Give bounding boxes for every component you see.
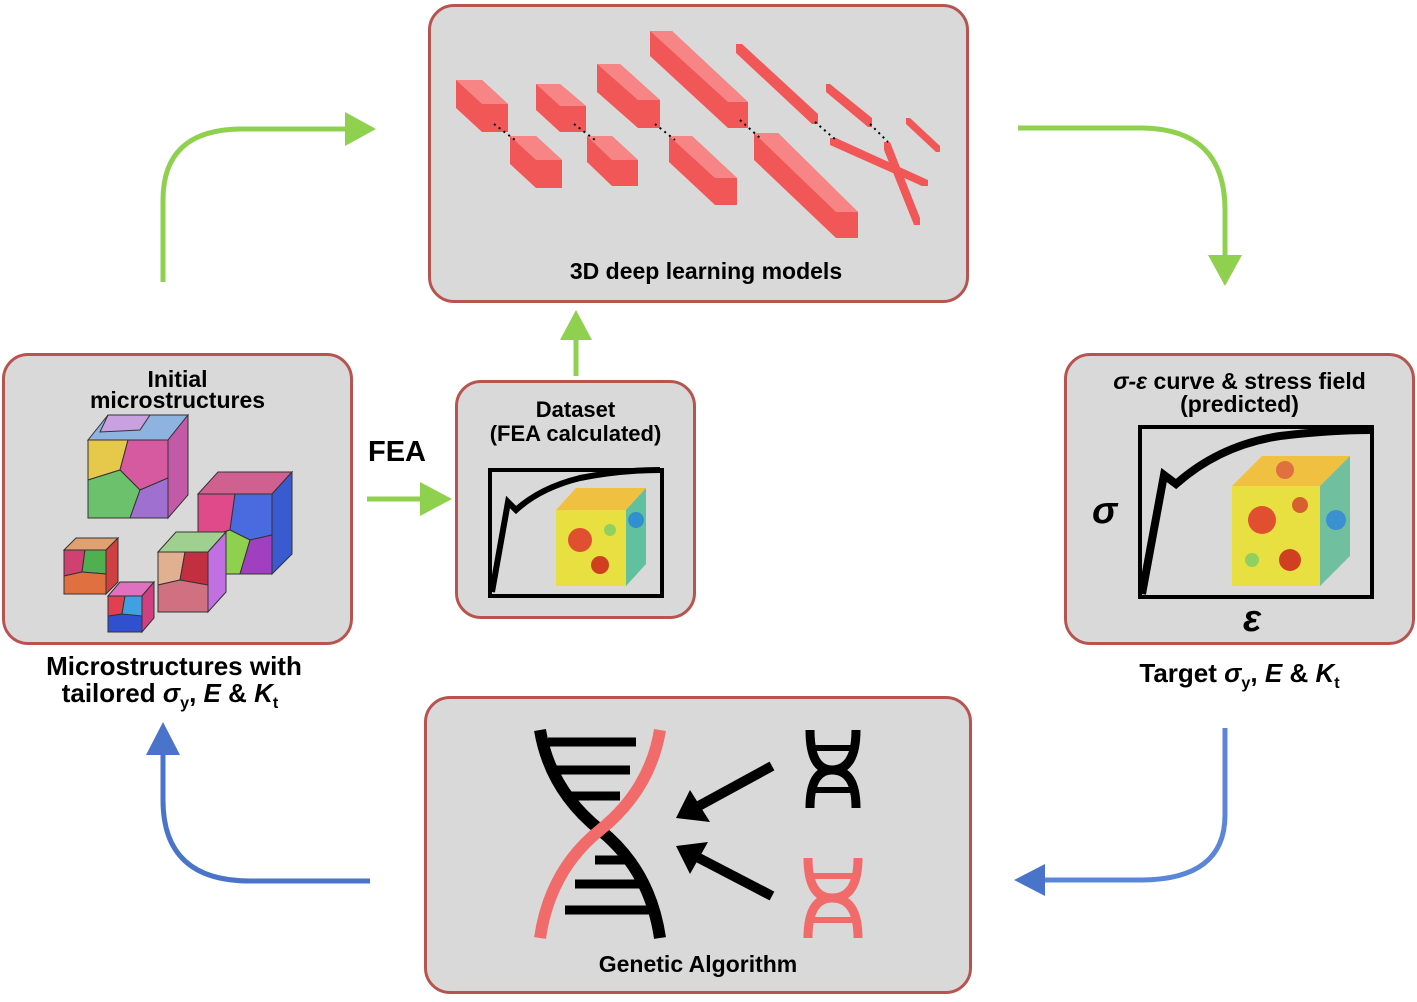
target-sigma: σ [1224, 658, 1242, 688]
predicted-label-rest: curve & stress field [1147, 368, 1366, 394]
microstructure-cubes [62, 413, 294, 634]
arrow-to-result [146, 722, 370, 884]
result-sigma: σ [162, 678, 181, 708]
sigma-epsilon-symbol: σ-ε [1113, 368, 1148, 394]
network-layers [456, 31, 940, 238]
target-E: E [1264, 658, 1283, 688]
predicted-curve-plot [1138, 425, 1374, 599]
result-caption-line1: Microstructures with [46, 651, 302, 681]
dataset-stress-cube [556, 488, 646, 586]
predicted-label-line2: (predicted) [1180, 391, 1299, 417]
arrow-from-dl-models [1018, 125, 1242, 286]
ga-label: Genetic Algorithm [598, 951, 798, 977]
arrow-to-ga [1014, 728, 1228, 896]
dataset-label-line1: Dataset [535, 397, 616, 422]
target-comma: , [1250, 658, 1258, 688]
predicted-label-line1: σ-ε curve & stress field [1064, 368, 1415, 395]
dataset-curve-plot [488, 467, 664, 598]
result-comma: , [189, 678, 197, 708]
initial-label-line1: Initial [147, 366, 208, 392]
initial-label-line2: microstructures [89, 387, 266, 413]
predicted-epsilon-axis: ε [1243, 598, 1262, 640]
target-sub-t: t [1334, 674, 1340, 693]
result-sub-y: y [180, 694, 190, 713]
layer-connections [493, 119, 889, 143]
result-sub-t: t [272, 694, 279, 713]
arrow-to-dl-models [160, 112, 376, 282]
result-amp: & [228, 678, 247, 708]
dl-models-label: 3D deep learning models [569, 258, 843, 284]
arrow-dataset-up [560, 310, 592, 376]
predicted-stress-cube [1232, 456, 1350, 586]
predicted-sigma-axis: σ [1092, 490, 1118, 532]
target-amp: & [1289, 658, 1309, 688]
fea-label: FEA [368, 436, 426, 468]
target-caption: Target σy, E & Kt [1064, 658, 1415, 693]
result-tailored: tailored [61, 678, 163, 708]
target-prefix: Target [1139, 658, 1225, 688]
result-K: K [254, 678, 273, 708]
arrow-fea [367, 482, 452, 516]
dna-illustration [534, 728, 863, 939]
dataset-label-line2: (FEA calculated) [489, 421, 662, 446]
result-E: E [203, 678, 221, 708]
target-K: K [1315, 658, 1335, 688]
target-sub-y: y [1241, 674, 1251, 693]
result-caption-line2: tailored σy, E & Kt [2, 678, 338, 713]
